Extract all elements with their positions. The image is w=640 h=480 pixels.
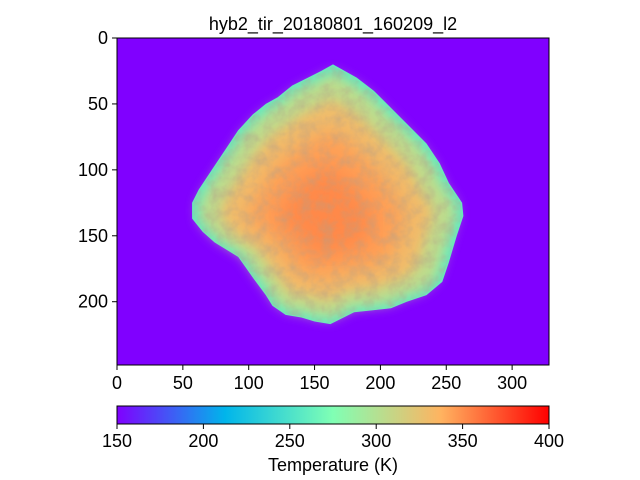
x-tick-label: 100: [234, 373, 264, 393]
plot-frame: [116, 37, 550, 366]
y-tick-label: 100: [78, 160, 108, 180]
colorbar: 150 200 250 300 350 400 Temperature (K): [102, 405, 564, 475]
y-tick-label: 50: [88, 94, 108, 114]
colorbar-tick-label: 150: [102, 431, 132, 451]
x-axis: 0 50 100 150 200 250 300: [112, 365, 527, 393]
x-tick-label: 0: [112, 373, 122, 393]
colorbar-tick-label: 300: [361, 431, 391, 451]
colorbar-ticks: 150 200 250 300 350 400: [102, 424, 564, 451]
surface-texture: [193, 65, 462, 324]
x-tick-label: 50: [173, 373, 193, 393]
y-tick-label: 200: [78, 292, 108, 312]
heatmap-plot: [117, 38, 549, 365]
colorbar-tick-label: 350: [448, 431, 478, 451]
x-tick-label: 250: [431, 373, 461, 393]
colorbar-label: Temperature (K): [268, 455, 398, 475]
chart-title: hyb2_tir_20180801_160209_l2: [209, 14, 457, 35]
y-tick-label: 150: [78, 226, 108, 246]
colorbar-tick-label: 400: [534, 431, 564, 451]
x-tick-label: 300: [497, 373, 527, 393]
colorbar-frame: [116, 405, 550, 425]
colorbar-tick-label: 200: [188, 431, 218, 451]
x-tick-label: 150: [300, 373, 330, 393]
y-axis: 0 50 100 150 200: [78, 28, 117, 312]
colorbar-tick-label: 250: [275, 431, 305, 451]
x-tick-label: 200: [365, 373, 395, 393]
y-tick-label: 0: [98, 28, 108, 48]
asteroid-thermal-image: [192, 64, 464, 325]
colorbar-gradient: [117, 406, 549, 424]
